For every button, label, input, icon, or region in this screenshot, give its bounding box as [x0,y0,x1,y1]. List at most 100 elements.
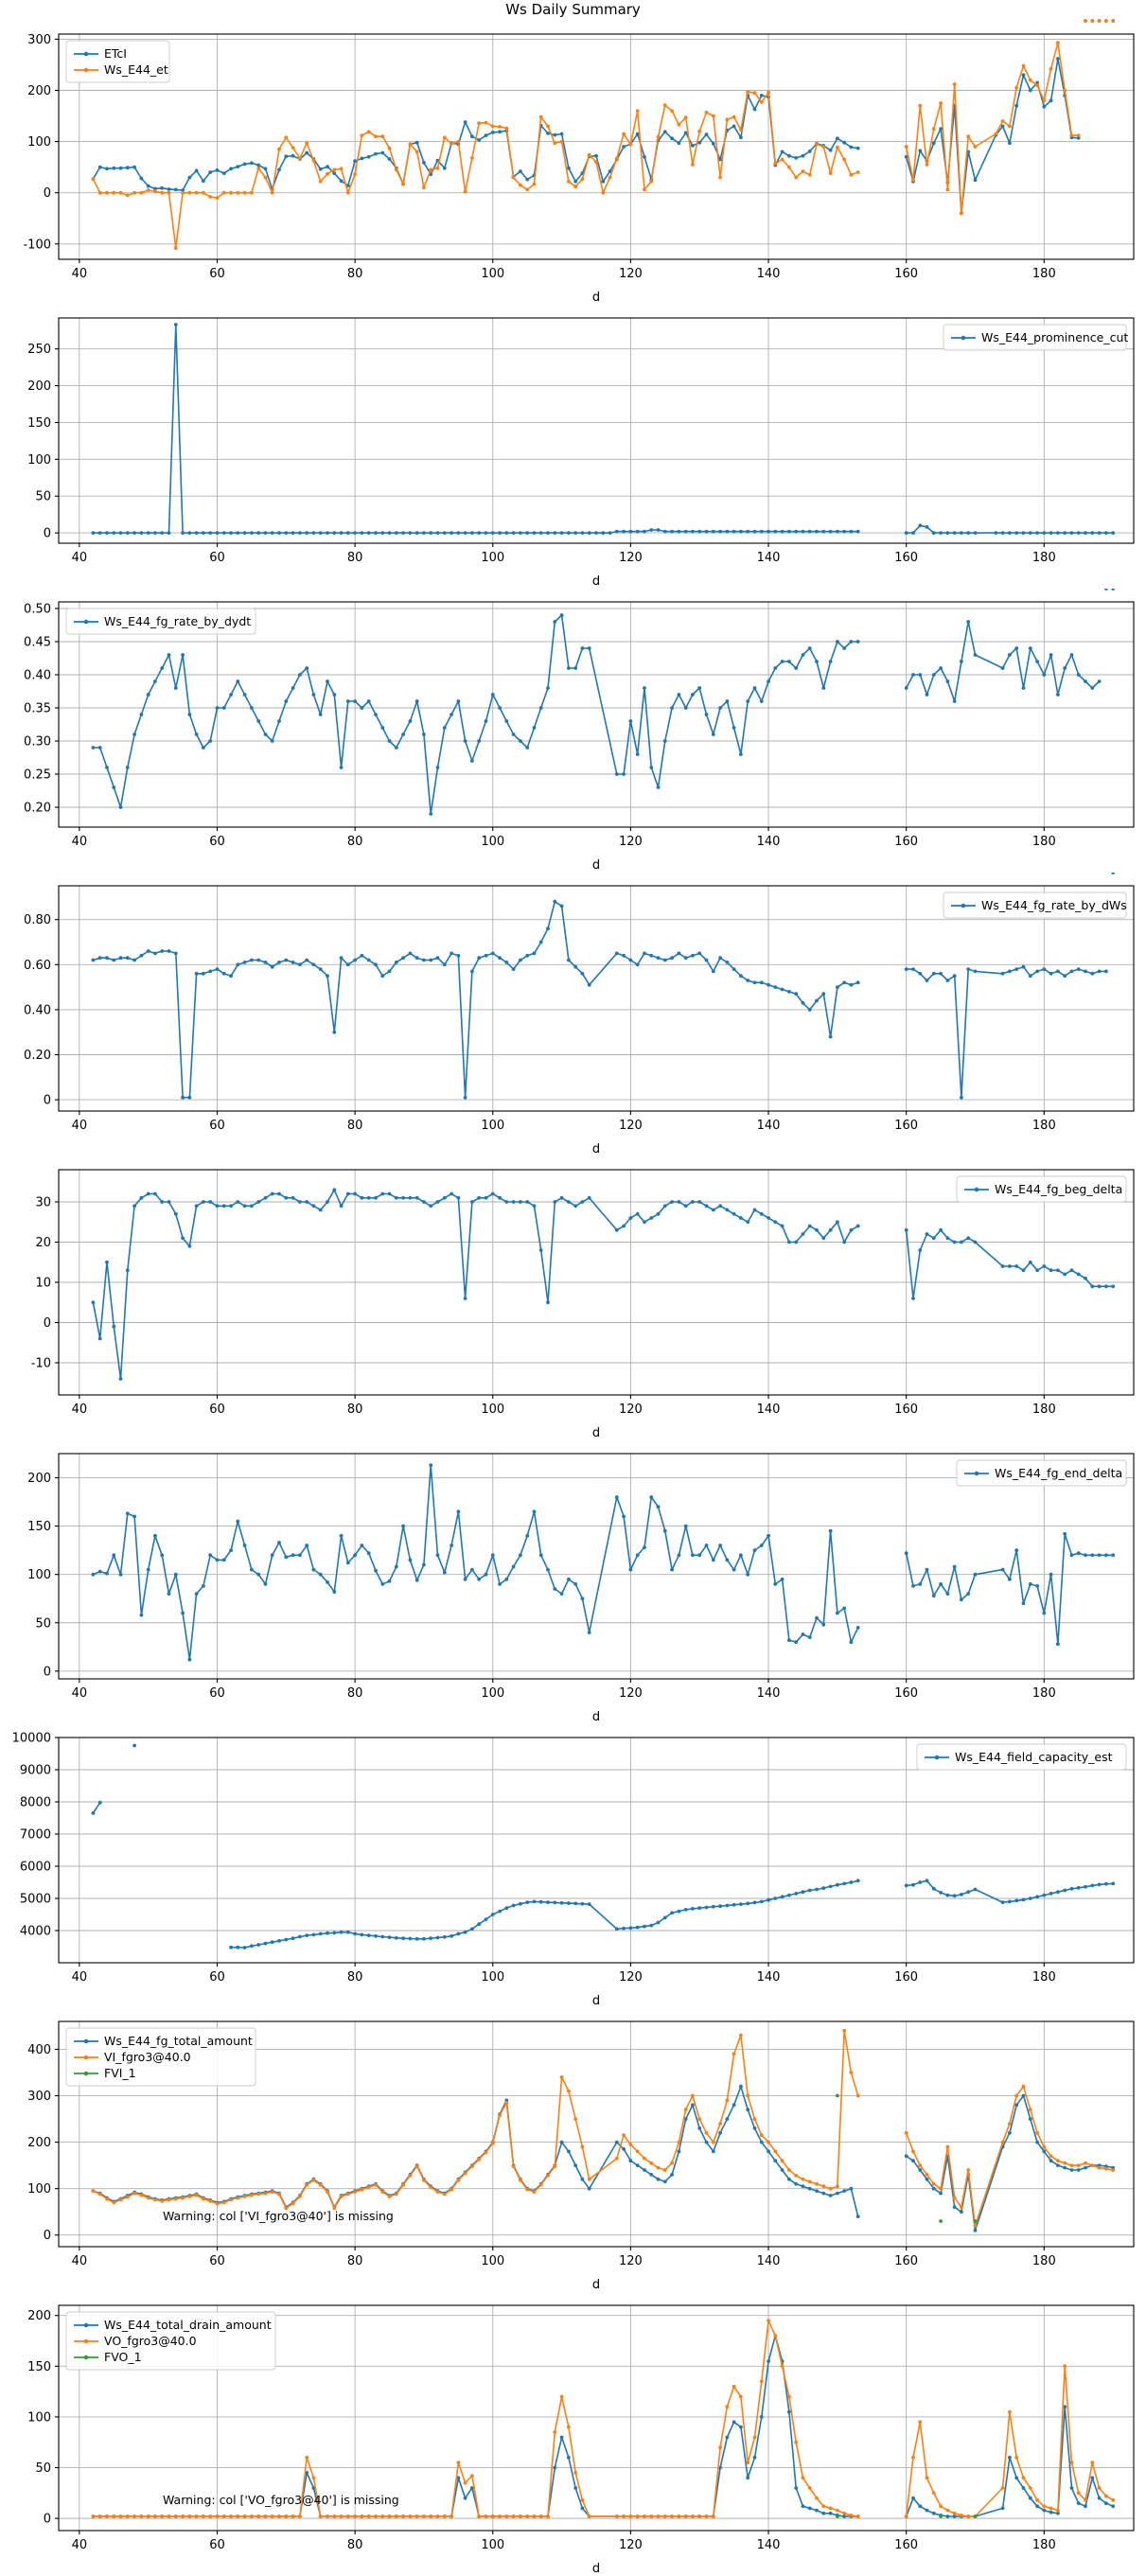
legend[interactable]: Ws_E44_total_drain_amount VO_fgro3@40.0 FV… [65,2311,276,2371]
data-point [477,1922,482,1927]
x-tick-label: 80 [347,2254,363,2268]
data-point [173,1572,178,1577]
data-point [305,666,309,670]
legend-item[interactable]: ETcI [74,46,127,61]
data-point [622,772,626,776]
legend-item[interactable]: Ws_E44_total_drain_amount [74,2318,272,2332]
data-point [691,2103,695,2108]
data-point [815,529,819,534]
data-point [1063,2165,1067,2170]
data-point [855,2093,860,2098]
legend-item[interactable]: Ws_E44_fg_rate_by_dWs [951,898,1127,912]
data-point [332,1188,337,1192]
legend-item[interactable]: Ws_E44_field_capacity_est [925,1750,1113,1764]
data-point [1111,2497,1116,2502]
data-point [532,2514,537,2518]
data-point [732,2052,736,2056]
legend[interactable]: Ws_E44_fg_rate_by_dydt [65,608,256,635]
data-point [519,1553,522,1558]
chart-panel-panel-total-drain-amount: 40 60 80 100 120 140 160 180 0 50 100 150 200 d Warnin… [0,2292,1146,2576]
data-point [229,531,234,535]
legend[interactable]: Ws_E44_fg_rate_by_dWs [943,891,1127,919]
data-point [767,1897,770,1902]
data-point [553,132,557,137]
data-point [242,1544,247,1547]
data-point [704,2514,709,2518]
data-point [904,2514,908,2518]
axis-frame [58,2304,1135,2532]
data-point [167,2197,171,2202]
data-point [456,1195,461,1200]
legend-item[interactable]: Ws_E44_fg_end_delta [964,1466,1122,1480]
data-point [326,1200,329,1204]
data-point [643,1545,646,1549]
legend-item[interactable]: VI_fgro3@40.0 [74,2050,191,2064]
data-point [139,1613,144,1617]
data-point [622,953,626,958]
legend[interactable]: Ws_E44_fg_total_amount VI_fgro3@40.0 FVI_1 [65,2027,256,2087]
data-point [759,100,764,104]
data-point [284,2514,289,2518]
data-point [498,1909,502,1914]
data-point [945,531,950,535]
data-point [484,1195,488,1200]
legend-item[interactable]: Ws_E44_et [74,62,168,77]
data-point [305,141,309,146]
data-point [408,1195,413,1200]
data-point [546,2514,550,2518]
legend[interactable]: Ws_E44_field_capacity_est [916,1743,1127,1771]
data-point [112,531,116,535]
x-tick-label: 120 [619,2254,643,2268]
x-tick-label: 140 [757,835,781,849]
x-tick-label: 100 [481,835,504,849]
data-point [918,103,923,108]
y-tick-label: 150 [27,2360,51,2374]
data-point [849,529,854,534]
legend[interactable]: Ws_E44_fg_beg_delta [956,1175,1127,1203]
data-point [311,693,316,697]
data-point [387,1935,392,1939]
legend-item[interactable]: Ws_E44_prominence_cut [951,330,1128,344]
data-point [387,146,392,150]
legend[interactable]: Ws_E44_fg_end_delta [956,1459,1127,1487]
data-point [587,2177,591,2181]
data-point [773,2159,778,2163]
data-point [855,640,860,644]
y-tick-label: 50 [35,1616,51,1631]
x-axis-label: d [592,1994,600,2008]
data-point [697,529,702,534]
legend-label: VO_fgro3@40.0 [104,2334,197,2348]
data-point [739,2033,743,2038]
data-point [298,673,302,677]
data-point [1008,2122,1012,2126]
data-point [643,154,646,159]
data-point [773,666,778,670]
data-point [683,1524,688,1528]
data-point [677,2140,681,2144]
legend-item[interactable]: FVI_1 [74,2066,136,2080]
legend-item[interactable]: Ws_E44_fg_rate_by_dydt [74,614,251,628]
data-point [326,171,329,176]
data-point [387,2514,392,2518]
data-point [925,1879,929,1883]
series-line [905,2406,1114,2517]
data-point [622,1514,626,1519]
data-point [1104,1881,1108,1886]
legend-item[interactable]: FVO_1 [74,2350,142,2364]
data-point [538,2514,543,2518]
data-point [270,964,274,969]
data-point [849,982,854,987]
data-point [683,1204,688,1209]
legend[interactable]: Ws_E44_prominence_cut [943,324,1128,351]
data-point [519,169,522,173]
legend-label: Ws_E44_fg_beg_delta [995,1182,1122,1196]
legend-item[interactable]: Ws_E44_fg_beg_delta [964,1182,1122,1196]
data-point [1021,63,1026,68]
data-point [1104,19,1108,23]
data-point [525,1533,530,1538]
legend-item[interactable]: Ws_E44_fg_total_amount [74,2034,253,2048]
data-point [291,2514,295,2518]
legend-item[interactable]: VO_fgro3@40.0 [74,2334,197,2348]
data-point [759,2140,764,2144]
